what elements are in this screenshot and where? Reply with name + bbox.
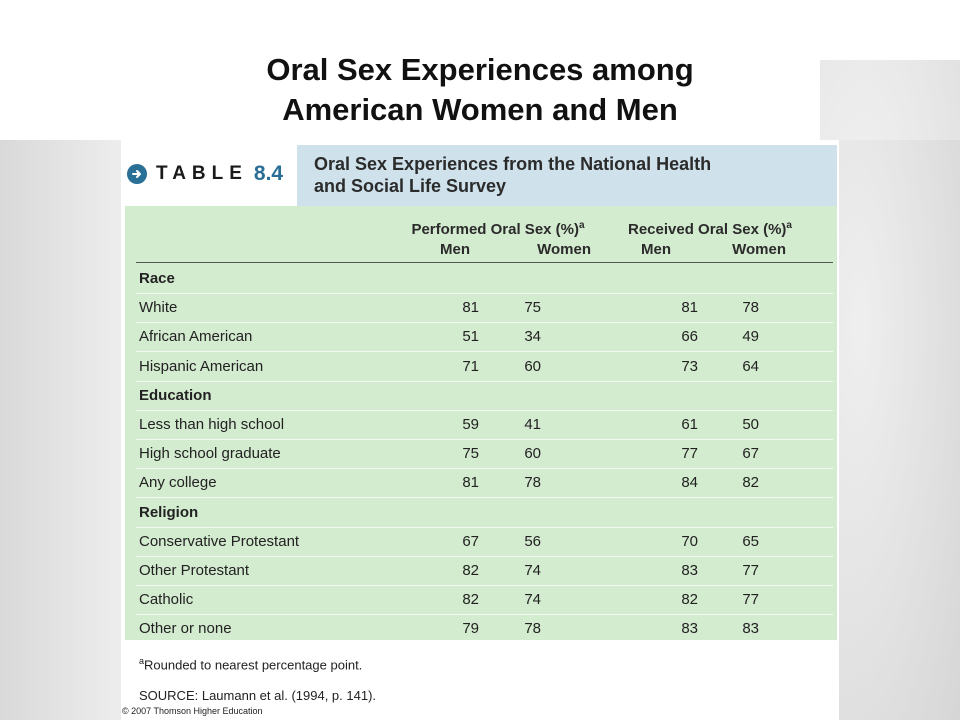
row-label: Less than high school (139, 416, 285, 433)
table-footer: aRounded to nearest percentage point. SO… (125, 640, 837, 720)
table-title: Oral Sex Experiences from the National H… (314, 153, 814, 197)
received-men-cell: 83 (681, 562, 698, 579)
footnote-text: Rounded to nearest percentage point. (144, 657, 363, 673)
section-row: Race (136, 264, 833, 294)
performed-women-cell: 74 (524, 591, 541, 609)
table-word: TABLE (156, 163, 248, 184)
performed-men-cell: 82 (462, 591, 479, 609)
table-row: Conservative Protestant 67 56 70 65 (136, 527, 833, 557)
table-row: Less than high school 59 41 61 50 (136, 410, 833, 440)
section-label: Religion (139, 503, 199, 521)
performed-men-cell: 71 (462, 357, 479, 375)
arrow-right-glyph (132, 170, 141, 178)
row-label: Catholic (139, 591, 194, 609)
table-row: Catholic 82 74 82 77 (136, 585, 833, 616)
source-note: SOURCE: Laumann et al. (1994, p. 141). (139, 688, 377, 703)
table-title-panel (297, 145, 837, 206)
received-women-cell: 77 (742, 591, 759, 609)
row-label: Hispanic American (139, 357, 264, 375)
performed-women-cell: 78 (524, 620, 541, 638)
received-women-cell: 49 (742, 328, 759, 346)
received-men-cell: 77 (681, 445, 698, 463)
received-women-cell: 65 (742, 532, 759, 550)
performed-men-cell: 67 (462, 532, 479, 550)
received-men-cell: 66 (681, 328, 698, 346)
performed-men-cell: 82 (462, 562, 479, 579)
column-header-men: Men (440, 241, 470, 258)
column-group-received: Received Oral Sex (%)a Men Women (614, 216, 806, 260)
copyright-notice: © 2007 Thomson Higher Education (122, 706, 263, 716)
section-label: Race (139, 270, 175, 287)
row-label: White (139, 299, 178, 317)
slide-title-line2: American Women and Men (282, 92, 678, 127)
column-group-performed: Performed Oral Sex (%)a Men Women (403, 216, 593, 260)
received-men-cell: 73 (681, 357, 698, 375)
received-women-cell: 83 (742, 620, 759, 638)
table-header: TABLE 8.4 Oral Sex Experiences from the … (121, 140, 839, 206)
received-men-cell: 61 (681, 416, 698, 433)
performed-women-cell: 41 (524, 416, 541, 433)
group-superscript: a (786, 220, 792, 231)
table-body: Performed Oral Sex (%)a Men Women Receiv… (125, 206, 837, 645)
performed-women-cell: 75 (524, 299, 541, 317)
performed-men-cell: 79 (462, 620, 479, 638)
received-men-cell: 84 (681, 474, 698, 492)
received-women-cell: 77 (742, 562, 759, 579)
row-label: African American (139, 328, 253, 346)
slide-title: Oral Sex Experiences among American Wome… (0, 50, 960, 130)
performed-women-cell: 34 (524, 328, 541, 346)
received-women-cell: 50 (742, 416, 759, 433)
performed-men-cell: 51 (462, 328, 479, 346)
row-label: Any college (139, 474, 217, 492)
table-row: High school graduate 75 60 77 67 (136, 439, 833, 470)
footnote-mark: a (139, 656, 145, 666)
performed-women-cell: 60 (524, 357, 541, 375)
footnote: aRounded to nearest percentage point. (139, 656, 362, 672)
received-women-cell: 82 (742, 474, 759, 492)
background-decoration (820, 60, 960, 720)
table-row: Any college 81 78 84 82 (136, 468, 833, 499)
received-men-cell: 81 (681, 299, 698, 317)
section-row: Education (136, 381, 833, 411)
group-label: Performed Oral Sex (%) (411, 221, 579, 238)
row-label: High school graduate (139, 445, 281, 463)
performed-men-cell: 81 (462, 474, 479, 492)
row-label: Other or none (139, 620, 232, 638)
table-row: African American 51 34 66 49 (136, 322, 833, 353)
performed-men-cell: 59 (462, 416, 479, 433)
performed-women-cell: 60 (524, 445, 541, 463)
column-header-women: Women (537, 241, 591, 258)
group-label: Received Oral Sex (%) (628, 221, 787, 238)
table-label: TABLE 8.4 (127, 160, 283, 188)
received-men-cell: 83 (681, 620, 698, 638)
section-row: Religion (136, 498, 833, 528)
column-header-men: Men (641, 241, 671, 258)
table-row: Other Protestant 82 74 83 77 (136, 556, 833, 586)
group-superscript: a (579, 220, 585, 231)
received-women-cell: 64 (742, 357, 759, 375)
performed-men-cell: 81 (462, 299, 479, 317)
received-women-cell: 67 (742, 445, 759, 463)
table-row: White 81 75 81 78 (136, 293, 833, 324)
slide-title-line1: Oral Sex Experiences among (266, 52, 694, 87)
section-label: Education (139, 386, 212, 404)
table-number: 8.4 (253, 162, 284, 185)
header-rule (136, 262, 833, 263)
received-men-cell: 82 (681, 591, 698, 609)
table-card: TABLE 8.4 Oral Sex Experiences from the … (121, 140, 839, 720)
performed-women-cell: 74 (524, 562, 541, 579)
performed-women-cell: 78 (524, 474, 541, 492)
row-label: Other Protestant (139, 562, 250, 579)
received-men-cell: 70 (681, 532, 698, 550)
row-label: Conservative Protestant (139, 532, 300, 550)
table-title-line1: Oral Sex Experiences from the National H… (314, 154, 712, 174)
arrow-right-icon (127, 164, 147, 184)
table-row: Hispanic American 71 60 73 64 (136, 352, 833, 382)
table-title-line2: and Social Life Survey (314, 176, 507, 196)
performed-women-cell: 56 (524, 532, 541, 550)
column-header-women: Women (732, 241, 786, 258)
performed-men-cell: 75 (462, 445, 479, 463)
received-women-cell: 78 (742, 299, 759, 317)
